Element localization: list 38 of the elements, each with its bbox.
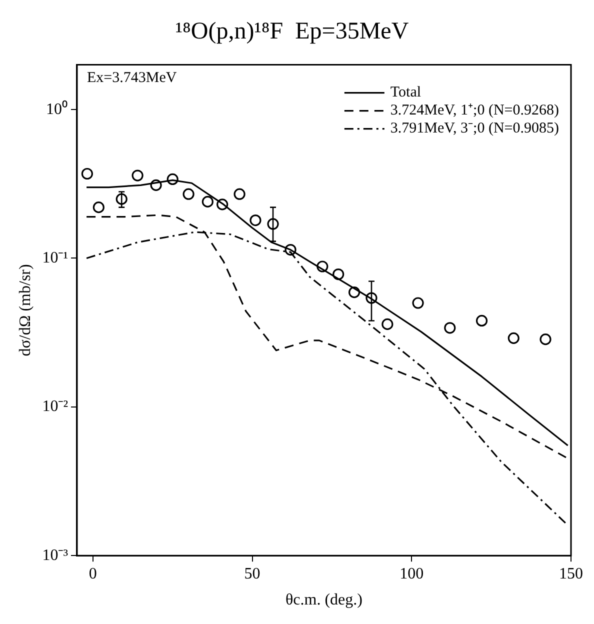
point — [182, 188, 194, 200]
point — [508, 332, 520, 344]
point — [250, 214, 262, 226]
x-tick-label: 0 — [88, 565, 97, 582]
legend-label: 3.791MeV, 3⁻;0 (N=0.9085) — [390, 120, 560, 137]
point — [332, 268, 344, 280]
point — [132, 170, 144, 182]
x-tick-label: 50 — [244, 565, 260, 582]
point — [216, 198, 228, 210]
point — [476, 314, 488, 327]
point — [540, 333, 552, 346]
point — [267, 218, 279, 230]
point — [284, 244, 296, 256]
point — [412, 297, 424, 309]
y-axis-title: dσ/dΩ (mb/sr) — [16, 264, 34, 356]
point — [81, 168, 93, 180]
x-tick-label: 100 — [400, 565, 424, 582]
y-tick-label: 10⁻³ — [42, 546, 68, 564]
chart-title: ¹⁸O(p,n)¹⁸F Ep=35MeV — [175, 18, 410, 45]
point — [348, 286, 360, 298]
point — [366, 292, 378, 304]
legend-label: 3.724MeV, 1⁺;0 (N=0.9268) — [390, 102, 560, 119]
point — [382, 318, 394, 330]
point — [444, 322, 456, 334]
point — [234, 188, 246, 200]
point — [166, 173, 178, 186]
legend-label: Total — [390, 84, 422, 101]
point — [316, 260, 328, 272]
point — [202, 196, 214, 208]
point — [116, 193, 128, 205]
y-tick-label: 10⁰ — [46, 100, 68, 118]
point — [150, 179, 162, 191]
x-axis-title: θc.m. (deg.) — [286, 592, 362, 609]
point — [92, 202, 104, 214]
x-tick-label: 150 — [559, 565, 583, 582]
y-tick-label: 10⁻¹ — [42, 249, 68, 266]
y-tick-label: 10⁻² — [42, 398, 68, 416]
annotation: Ex=3.743MeV — [86, 70, 177, 86]
